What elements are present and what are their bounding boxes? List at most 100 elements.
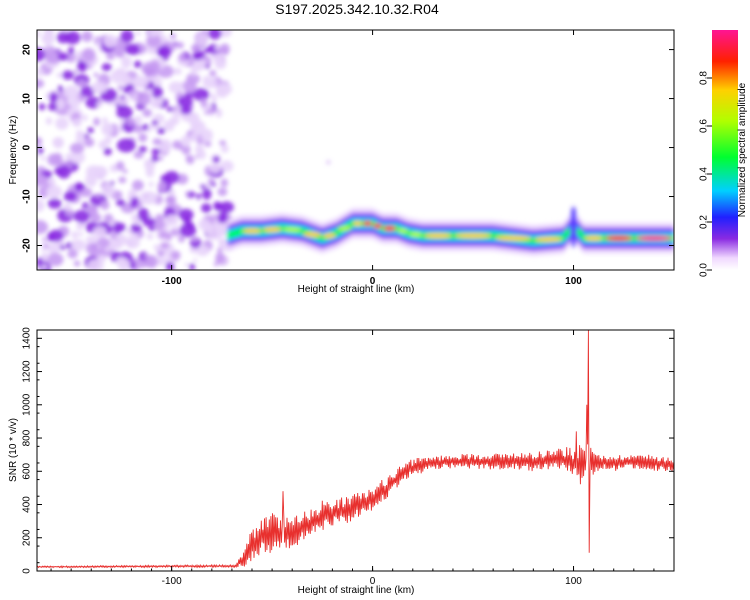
noise-blob: [125, 236, 141, 249]
colorbar-label: Normalized spectral amplitude: [737, 82, 748, 217]
noise-blob: [87, 258, 104, 270]
noise-blob: [103, 213, 114, 224]
noise-blob: [204, 140, 212, 147]
noise-blob: [127, 195, 133, 201]
snr-ylabel: SNR (10 * v/v): [8, 418, 19, 482]
noise-blob: [209, 163, 222, 174]
noise-blob: [101, 183, 115, 198]
noise-blob: [191, 236, 199, 242]
noise-blob: [166, 106, 174, 112]
spectrogram-xtick-label: -100: [162, 276, 182, 287]
noise-blob: [80, 85, 95, 98]
noise-blob: [195, 33, 208, 48]
noise-blob: [208, 30, 222, 40]
snr-ytick-label: 400: [22, 496, 33, 513]
ridge-core: [424, 233, 452, 239]
noise-blob: [137, 207, 150, 222]
noise-blob: [214, 58, 227, 70]
ridge-core: [383, 225, 396, 231]
snr-xtick-label: 0: [370, 576, 376, 587]
noise-blob: [37, 147, 44, 155]
noise-blob: [200, 128, 213, 143]
noise-blob: [196, 193, 202, 199]
noise-blob: [75, 130, 84, 137]
noise-blob: [135, 31, 141, 36]
noise-blob: [138, 133, 148, 143]
noise-blob: [157, 127, 166, 135]
noise-blob: [156, 45, 172, 58]
noise-blob: [45, 117, 53, 125]
noise-blob: [220, 48, 227, 53]
noise-blob: [165, 214, 179, 226]
ridge-core: [534, 236, 562, 242]
chart-title: S197.2025.342.10.32.R04: [275, 1, 439, 17]
noise-blob: [120, 30, 134, 43]
noise-blob: [214, 45, 220, 51]
noise-blob: [38, 186, 49, 199]
noise-blob: [204, 47, 212, 54]
noise-blob: [65, 209, 75, 217]
noise-blob: [152, 85, 163, 100]
ridge-core: [635, 235, 672, 241]
ridge-core: [323, 233, 336, 239]
noise-blob: [215, 85, 229, 98]
noise-blob: [112, 222, 126, 233]
noise-blob: [73, 260, 81, 267]
ridge-spike: [570, 206, 578, 248]
noise-blob: [187, 112, 200, 125]
noise-blob: [146, 255, 158, 269]
noise-blob: [78, 60, 87, 68]
spectrogram-ytick-label: -10: [22, 189, 33, 204]
snr-ytick-label: 600: [22, 462, 33, 479]
noise-blob: [47, 198, 62, 209]
noise-blob: [169, 116, 180, 126]
noise-blob: [68, 96, 81, 109]
noise-blob: [65, 153, 72, 161]
snr-ytick-label: 200: [22, 529, 33, 546]
noise-blob: [214, 203, 224, 212]
noise-blob: [117, 85, 122, 91]
noise-blob: [115, 51, 125, 58]
noise-blob: [101, 122, 114, 136]
noise-blob: [181, 144, 191, 155]
noise-blob: [45, 43, 51, 49]
noise-blob: [69, 142, 85, 154]
noise-blob: [213, 215, 218, 220]
noise-blob: [61, 70, 74, 80]
noise-blob: [158, 230, 168, 239]
noise-blob: [148, 225, 155, 232]
noise-blob: [178, 59, 183, 65]
spectrogram-noise-region: [37, 30, 235, 270]
noise-blob: [143, 254, 150, 259]
noise-blob: [133, 124, 143, 134]
noise-blob: [73, 210, 90, 223]
spectrogram-ytick-label: 0: [22, 144, 33, 150]
noise-blob: [67, 249, 78, 259]
noise-blob: [157, 250, 165, 257]
noise-blob: [148, 181, 154, 188]
ridge-core: [352, 220, 363, 227]
noise-blob: [93, 72, 99, 78]
noise-blob: [134, 115, 143, 125]
noise-blob: [57, 52, 69, 61]
noise-blob: [164, 170, 180, 184]
noise-blob: [84, 134, 89, 139]
noise-blob: [207, 107, 215, 115]
noise-blob: [177, 96, 193, 108]
noise-blob: [101, 63, 112, 72]
noise-blob: [179, 223, 197, 238]
noise-blob: [170, 250, 181, 261]
noise-blob: [212, 156, 220, 163]
noise-blob: [81, 114, 88, 121]
noise-blob: [128, 262, 136, 270]
noise-blob: [46, 242, 61, 255]
snr-ytick-label: 1200: [22, 360, 33, 383]
noise-blob: [76, 79, 87, 88]
noise-blob: [131, 179, 144, 191]
noise-blob: [159, 138, 172, 153]
noise-blob: [48, 102, 58, 112]
spectrogram-frame: [36, 29, 675, 271]
snr-ytick-label: 1400: [22, 327, 33, 350]
